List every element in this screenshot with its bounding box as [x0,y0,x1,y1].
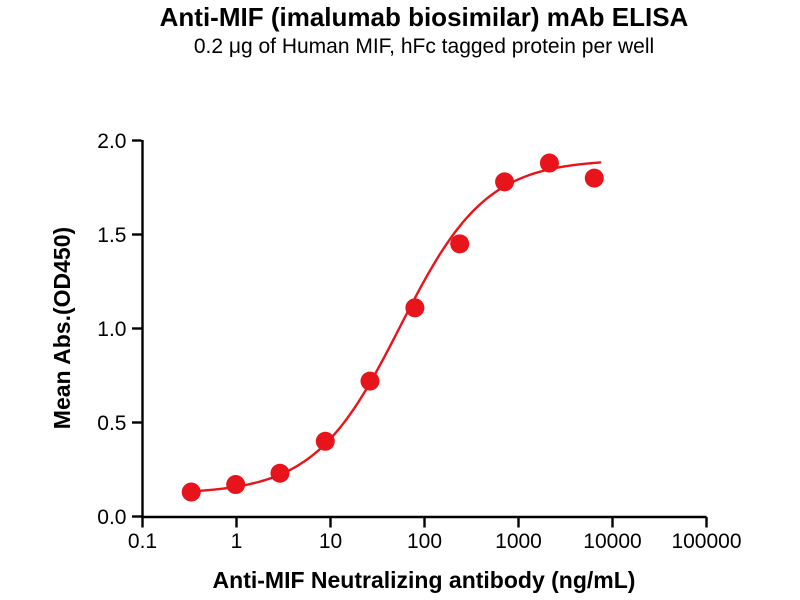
y-axis-title: Mean Abs.(OD450) [49,227,75,429]
series-layer [181,153,604,502]
x-tick-label: 1000 [495,530,542,553]
axis-spine [141,140,707,519]
fit-curve [190,161,602,493]
axes-layer [141,140,707,519]
data-point [539,153,559,173]
x-tick-label: 0.1 [128,530,157,553]
x-tick-label: 100 [407,530,442,553]
data-point [584,168,604,188]
data-point [450,234,470,254]
y-tick-label: 1.5 [97,224,126,247]
data-point [495,172,515,192]
data-point [360,371,380,391]
y-tick-label: 0.5 [97,412,126,435]
data-point [405,298,425,318]
x-axis-title: Anti-MIF Neutralizing antibody (ng/mL) [213,567,636,593]
data-point [270,463,290,483]
x-tick-label: 1 [231,530,243,553]
x-tick-label: 10 [319,530,342,553]
data-point [181,482,201,502]
chart-title: Anti-MIF (imalumab biosimilar) mAb ELISA [159,2,689,32]
x-tick-label: 10000 [583,530,641,553]
data-point [315,431,335,451]
chart-subtitle: 0.2 μg of Human MIF, hFc tagged protein … [193,35,655,58]
y-tick-label: 1.0 [97,318,126,341]
y-tick-label: 0.0 [97,506,126,529]
data-point [226,475,246,495]
title-block: Anti-MIF (imalumab biosimilar) mAb ELISA… [0,0,800,59]
y-tick-label: 2.0 [97,130,126,153]
ticks-layer: 0.0 0.5 1.0 1.5 2.0 0.1 1 10 100 1000 10000 100000 [97,130,741,553]
x-tick-label: 100000 [671,530,741,553]
